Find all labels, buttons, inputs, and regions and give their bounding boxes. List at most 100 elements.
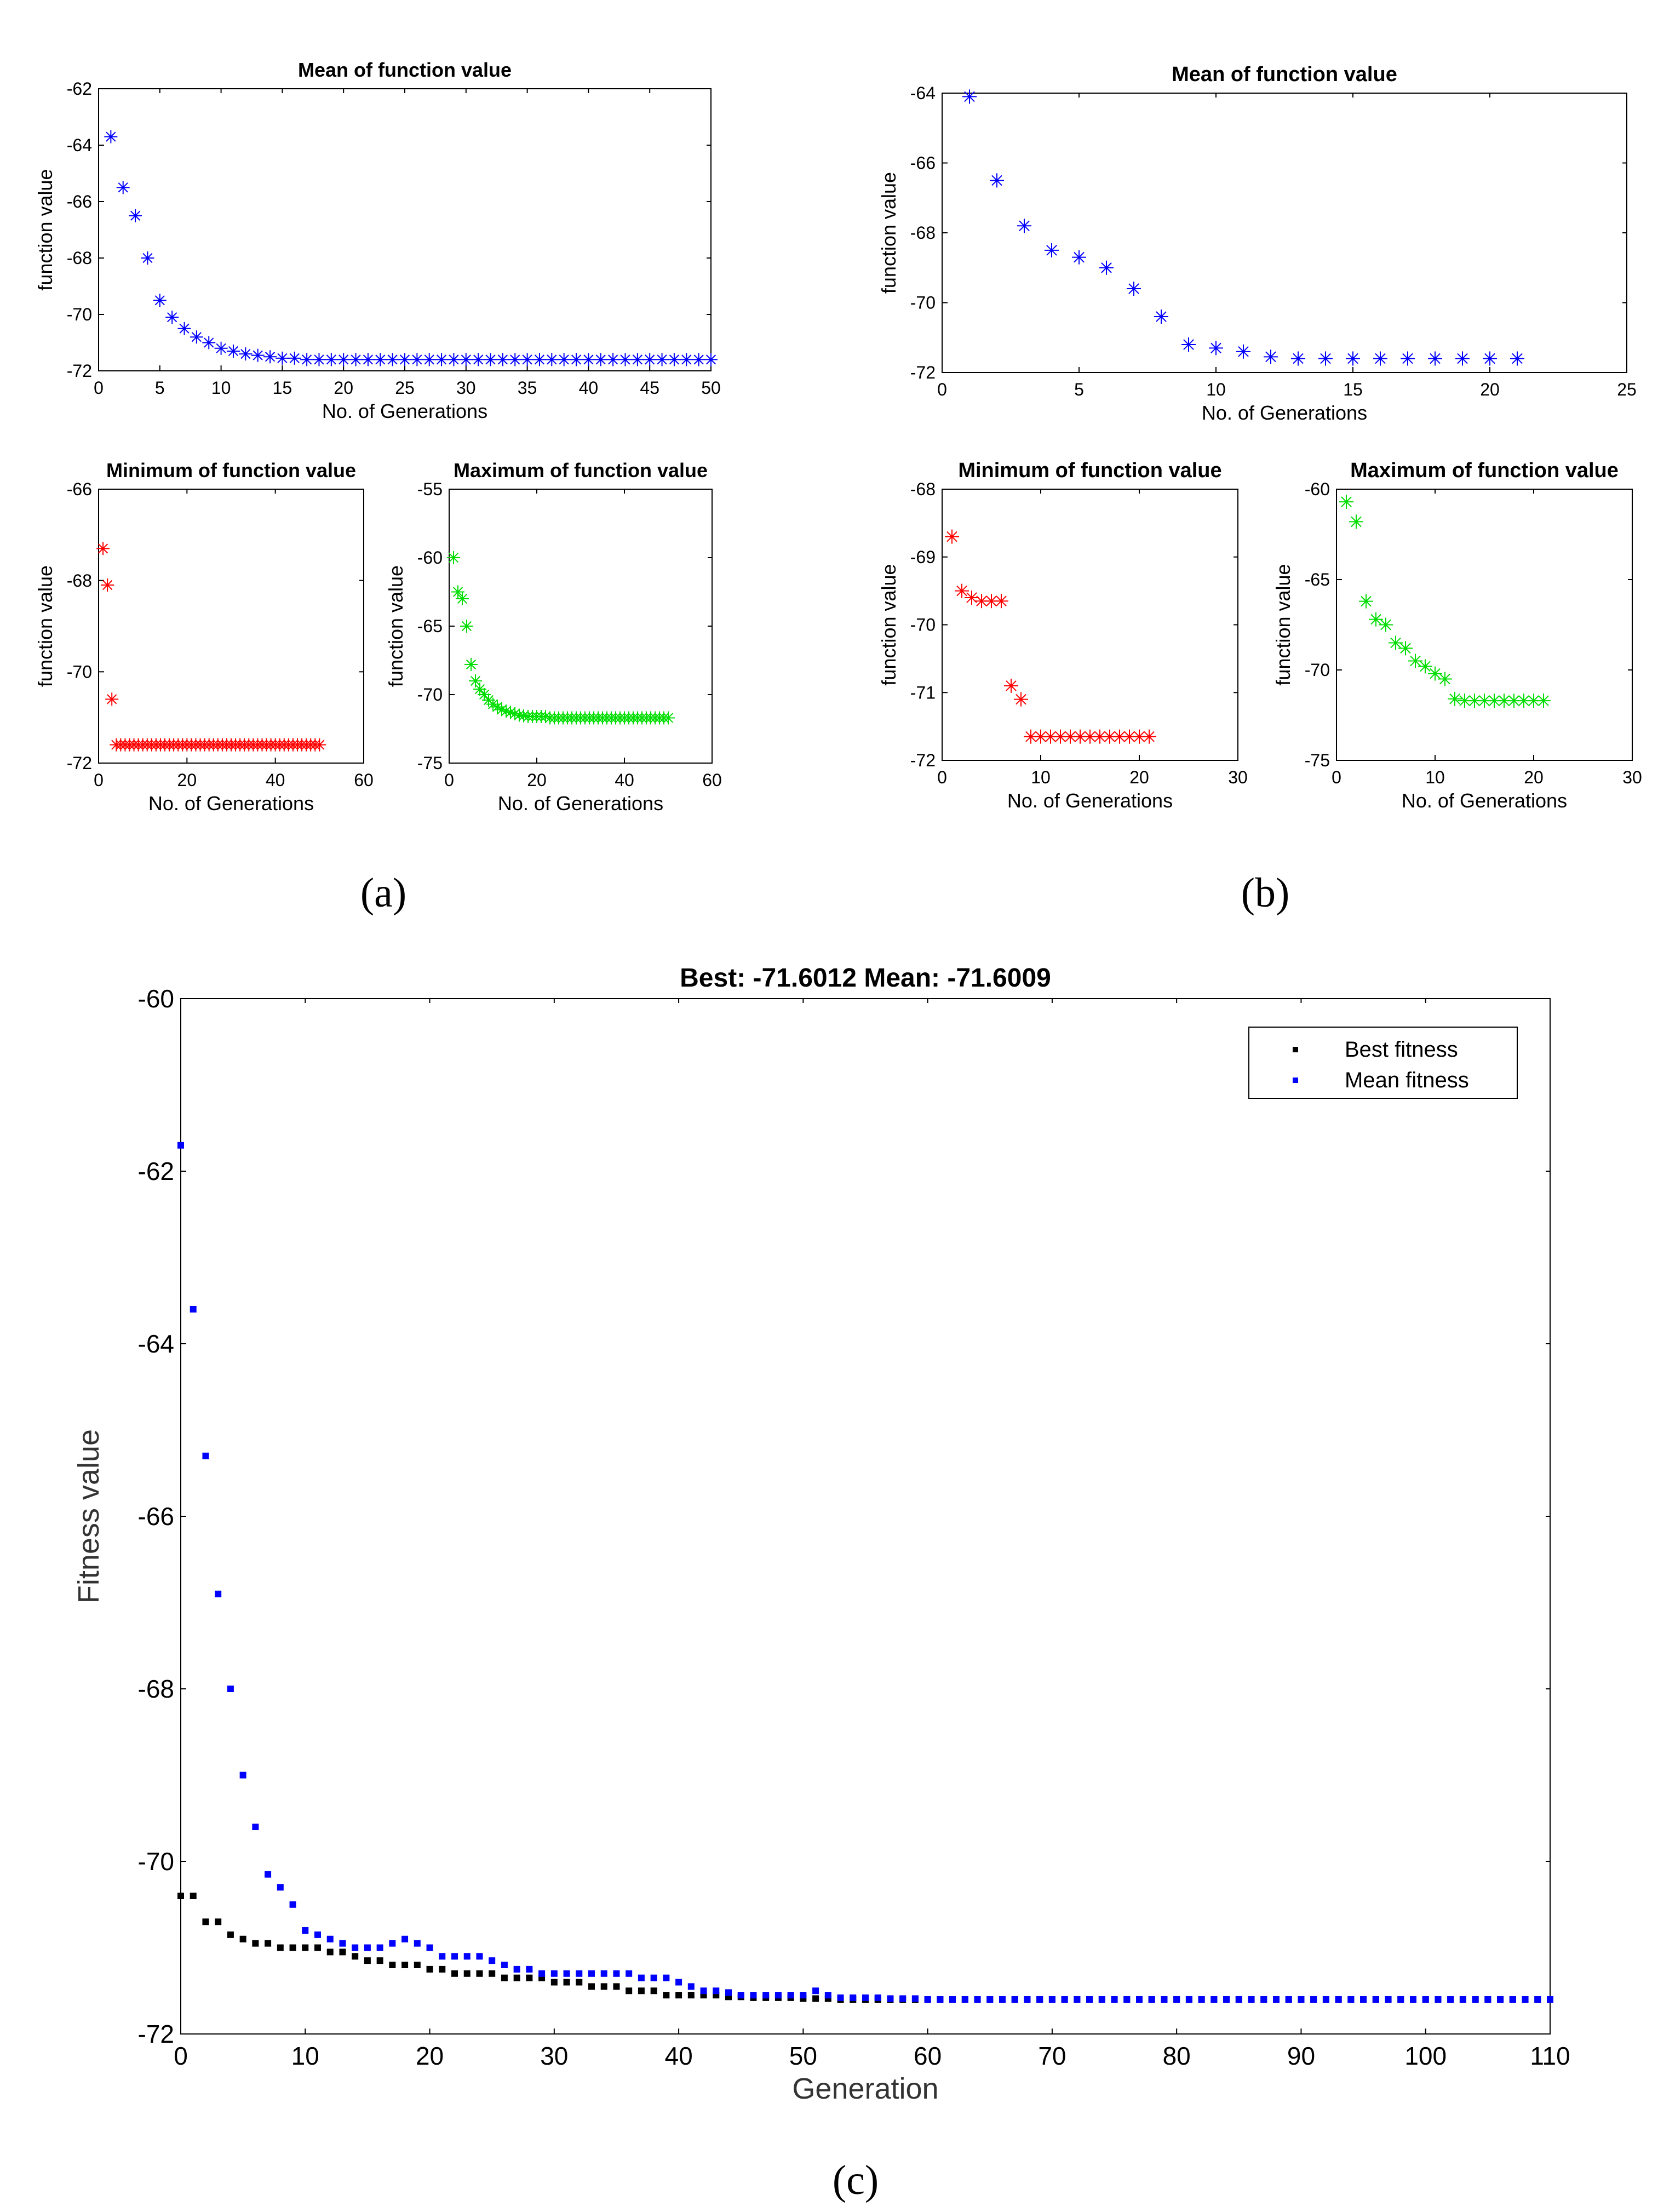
data-point: [1369, 612, 1383, 627]
data-point: [1418, 659, 1432, 674]
data-point: [339, 1940, 346, 1947]
x-tick-label: 70: [1038, 2042, 1066, 2070]
data-point: [1379, 617, 1393, 632]
x-axis-label: No. of Generations: [322, 400, 487, 422]
data-point: [177, 322, 191, 335]
y-tick-label: -68: [67, 248, 92, 268]
data-point: [190, 330, 203, 344]
x-tick-label: 5: [155, 378, 165, 398]
data-point: [680, 353, 693, 366]
y-tick-label: -60: [417, 548, 443, 568]
data-point: [1484, 1996, 1491, 2003]
chart-b-min: 0 10 20 30 -72 -71 -70 -69 -68 Minimum of functio…: [877, 459, 1248, 812]
data-point: [526, 1974, 533, 1981]
data-point: [655, 353, 669, 366]
data-point: [675, 1979, 682, 1986]
data-point: [496, 353, 509, 366]
data-point: [837, 1994, 844, 2001]
data-point: [1185, 1996, 1192, 2003]
data-point: [364, 1944, 371, 1951]
data-point: [435, 353, 449, 366]
data-point: [1173, 1996, 1180, 2003]
data-point: [1349, 514, 1363, 529]
x-tick-label: 10: [1031, 767, 1051, 787]
y-tick-label: -66: [67, 479, 92, 499]
data-point: [101, 578, 114, 592]
x-tick-label: 0: [937, 380, 947, 399]
data-point: [588, 1983, 595, 1990]
y-axis-label: function value: [877, 564, 900, 685]
data-point: [650, 1987, 657, 1995]
x-axis-label: No. of Generations: [1007, 789, 1173, 812]
x-tick-label: 10: [1425, 767, 1445, 787]
data-point: [463, 1970, 471, 1977]
x-tick-label: 60: [914, 2042, 942, 2070]
y-tick-label: -70: [67, 662, 92, 682]
data-point: [1428, 351, 1442, 366]
x-tick-label: 20: [1129, 767, 1149, 787]
y-tick-label: -68: [910, 479, 936, 499]
data-point: [955, 583, 969, 598]
x-tick-label: 20: [527, 770, 547, 790]
data-point: [1422, 1996, 1429, 2003]
data-point: [1209, 341, 1223, 356]
data-point: [214, 341, 228, 355]
data-point: [129, 209, 142, 222]
data-point: [1534, 1996, 1541, 2003]
data-point: [630, 353, 644, 366]
data-point: [414, 1940, 421, 1947]
data-point: [700, 1987, 707, 1995]
data-point: [439, 1965, 446, 1973]
data-point: [1360, 1996, 1367, 2003]
data-point: [1398, 641, 1413, 656]
plot-frame: [98, 489, 364, 764]
data-point: [1236, 344, 1250, 359]
data-point: [476, 1953, 483, 1960]
data-point: [302, 1927, 309, 1934]
y-tick-label: -72: [67, 753, 92, 773]
data-point: [594, 353, 607, 366]
data-point: [1063, 729, 1077, 744]
legend-marker: [1293, 1078, 1298, 1083]
y-tick-label: -72: [138, 2020, 174, 2048]
data-point: [994, 594, 1008, 609]
data-point: [410, 353, 424, 366]
data-point: [1017, 219, 1031, 233]
data-point: [874, 1994, 881, 2001]
data-point: [687, 1983, 695, 1990]
data-point: [1435, 1996, 1442, 2003]
data-point: [750, 1992, 757, 1999]
data-point: [202, 336, 216, 349]
legend-label: Mean fitness: [1345, 1068, 1469, 1092]
data-point: [638, 1987, 645, 1995]
x-axis-label: No. of Generations: [1402, 789, 1567, 812]
y-axis-label: Fitness value: [72, 1429, 105, 1603]
x-tick-label: 20: [334, 378, 353, 398]
data-point: [215, 1918, 222, 1926]
x-tick-label: 30: [540, 2042, 568, 2070]
y-axis-label: function value: [1272, 564, 1294, 685]
data-point: [1098, 1996, 1105, 2003]
data-point: [501, 1962, 508, 1968]
data-point: [337, 353, 351, 366]
data-point: [1291, 351, 1305, 366]
data-point: [911, 1995, 919, 2002]
data-point: [1285, 1996, 1292, 2003]
data-point: [762, 1992, 770, 1999]
data-point: [526, 1965, 533, 1973]
data-point: [313, 738, 326, 752]
y-tick-label: -65: [1305, 570, 1330, 589]
data-point: [376, 1957, 383, 1964]
data-point: [104, 130, 118, 144]
data-point: [1123, 1996, 1131, 2003]
data-point: [1011, 1996, 1018, 2003]
data-point: [545, 353, 559, 366]
data-point: [401, 1962, 409, 1968]
data-point: [945, 529, 959, 544]
data-point: [1074, 1996, 1081, 2003]
x-tick-label: 25: [395, 378, 415, 398]
y-tick-label: -70: [1305, 660, 1330, 680]
data-point: [1389, 635, 1403, 650]
data-point: [190, 1893, 197, 1899]
y-axis-label: function value: [34, 565, 56, 687]
